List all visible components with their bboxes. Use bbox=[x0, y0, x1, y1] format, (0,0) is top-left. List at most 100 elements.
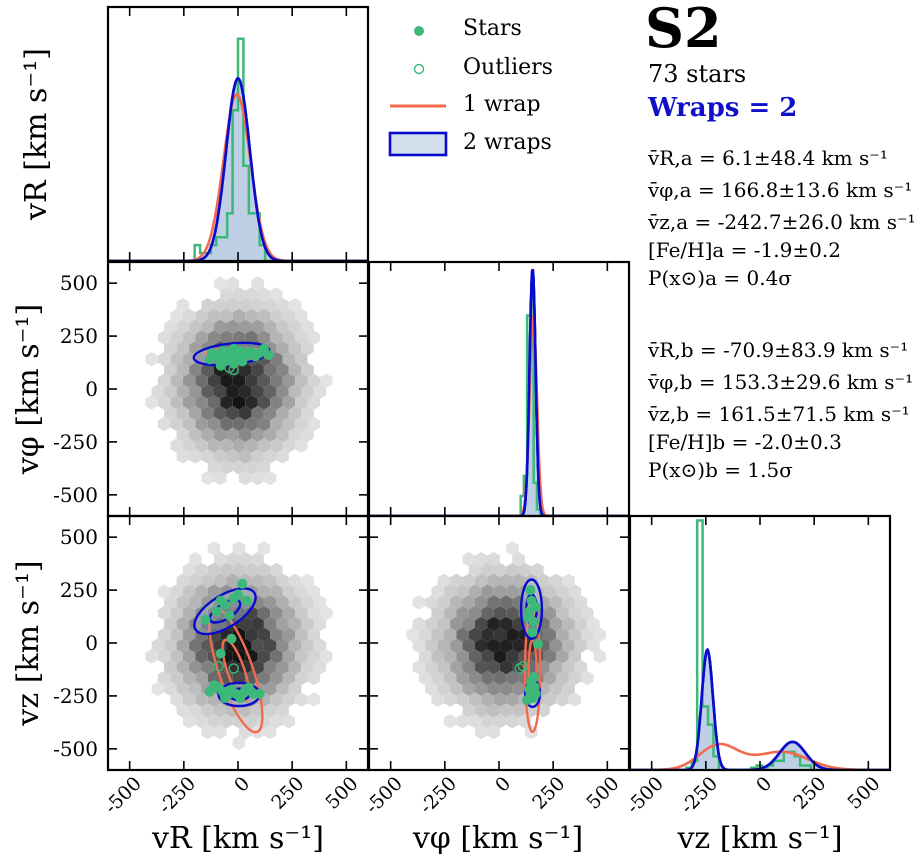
hexbin bbox=[487, 616, 500, 632]
hexbin bbox=[481, 714, 494, 729]
hexbin bbox=[499, 616, 513, 632]
hexbin bbox=[270, 692, 283, 707]
hexbin bbox=[475, 573, 488, 588]
hexbin bbox=[214, 573, 227, 588]
hexbin bbox=[462, 638, 475, 653]
hexbin bbox=[245, 416, 258, 432]
hexbin bbox=[562, 616, 575, 632]
hexbin bbox=[475, 616, 488, 632]
star-point bbox=[204, 686, 215, 697]
hexbin bbox=[443, 692, 457, 707]
vphi-two-wrap-curve-group bbox=[369, 268, 629, 516]
hexbin bbox=[220, 438, 233, 453]
x-tick-label: 500 bbox=[321, 773, 362, 814]
outlier-point bbox=[224, 362, 235, 374]
hexbin bbox=[245, 373, 258, 388]
hexbin bbox=[195, 692, 208, 707]
star-point bbox=[233, 589, 243, 600]
hexbin bbox=[276, 703, 289, 718]
y-tick-label: -250 bbox=[53, 684, 98, 708]
stat-a-vz: v̄z,a = -242.7±26.0 km s⁻¹ bbox=[648, 210, 916, 234]
hexbin bbox=[189, 681, 202, 696]
stat-b-vr: v̄R,b = -70.9±83.9 km s⁻¹ bbox=[648, 338, 909, 362]
hexbin bbox=[276, 406, 289, 421]
hexbin bbox=[301, 638, 314, 653]
hexbin bbox=[270, 649, 283, 664]
star-point bbox=[211, 606, 222, 617]
hexbin bbox=[226, 406, 239, 421]
hexbin bbox=[568, 649, 581, 664]
hexbin bbox=[251, 638, 264, 653]
star-point bbox=[254, 688, 265, 699]
hexbin bbox=[157, 373, 171, 388]
x-tick-label: -250 bbox=[154, 773, 200, 819]
hexbin bbox=[543, 584, 557, 599]
hexbin bbox=[195, 373, 208, 388]
hexbin bbox=[493, 627, 507, 642]
legend-one-wrap-label: 1 wrap bbox=[463, 92, 541, 117]
hexbin bbox=[176, 319, 190, 334]
hexbin bbox=[189, 384, 202, 399]
hexbin bbox=[282, 352, 296, 367]
hexbin bbox=[450, 595, 463, 610]
stat-b-prob: P(x⊙)b = 1.5σ bbox=[648, 458, 793, 482]
hexbin bbox=[170, 352, 183, 367]
hexbin bbox=[251, 276, 264, 291]
hexbin bbox=[556, 627, 569, 642]
hexbin bbox=[450, 616, 463, 632]
hexbin bbox=[499, 703, 513, 718]
hexbin bbox=[276, 681, 289, 696]
x-tick-label: 0 bbox=[491, 773, 515, 797]
hexbin bbox=[270, 562, 283, 578]
hexbin bbox=[320, 373, 333, 388]
star-point bbox=[215, 648, 226, 659]
hexbin bbox=[176, 449, 190, 464]
hexbin bbox=[164, 384, 177, 399]
hexbin bbox=[468, 562, 482, 578]
hexbin bbox=[201, 384, 214, 399]
hexbin bbox=[238, 406, 252, 421]
hexbin bbox=[232, 395, 246, 410]
hexbin bbox=[182, 438, 196, 453]
hexbin bbox=[487, 703, 500, 718]
x-tick-label: 0 bbox=[230, 773, 254, 797]
hexbin bbox=[282, 649, 296, 664]
hexbin bbox=[574, 595, 588, 610]
hexbin bbox=[270, 308, 283, 324]
x-tick-label: 250 bbox=[267, 773, 308, 814]
hexbin bbox=[288, 595, 302, 610]
stat-a-vr: v̄R,a = 6.1±48.4 km s⁻¹ bbox=[648, 146, 888, 170]
hexbin bbox=[226, 552, 239, 567]
hexbin bbox=[182, 308, 196, 324]
hexbin bbox=[437, 681, 451, 696]
hexbin bbox=[226, 298, 239, 313]
hexbin bbox=[182, 416, 196, 432]
hexbin bbox=[437, 660, 451, 675]
density-hexbins bbox=[145, 276, 606, 750]
y-tick-label: 250 bbox=[60, 578, 98, 602]
hexbin bbox=[151, 638, 165, 653]
hexbin bbox=[276, 319, 289, 334]
hexbin bbox=[207, 438, 221, 453]
hexbin bbox=[320, 606, 333, 621]
vz-two-wrap-curve-fill bbox=[630, 649, 890, 770]
hexbin bbox=[182, 395, 196, 410]
hexbin bbox=[543, 670, 557, 686]
hexbin bbox=[468, 606, 482, 621]
hexbin bbox=[288, 406, 302, 421]
hexbin bbox=[462, 573, 475, 588]
hexbin bbox=[257, 395, 271, 410]
hexbin bbox=[151, 384, 165, 399]
hexbin bbox=[182, 692, 196, 707]
hexbin bbox=[232, 714, 246, 729]
hexbin bbox=[257, 562, 271, 578]
stat-b-vphi: v̄φ,b = 153.3±29.6 km s⁻¹ bbox=[648, 370, 914, 394]
hexbin bbox=[201, 724, 214, 740]
hexbin bbox=[170, 373, 183, 388]
hexbin bbox=[487, 681, 500, 696]
hexbin bbox=[549, 660, 563, 675]
y-tick-label: 0 bbox=[85, 631, 98, 655]
hexbin bbox=[307, 584, 320, 599]
hexbin bbox=[506, 649, 519, 664]
hexbin bbox=[301, 319, 314, 334]
